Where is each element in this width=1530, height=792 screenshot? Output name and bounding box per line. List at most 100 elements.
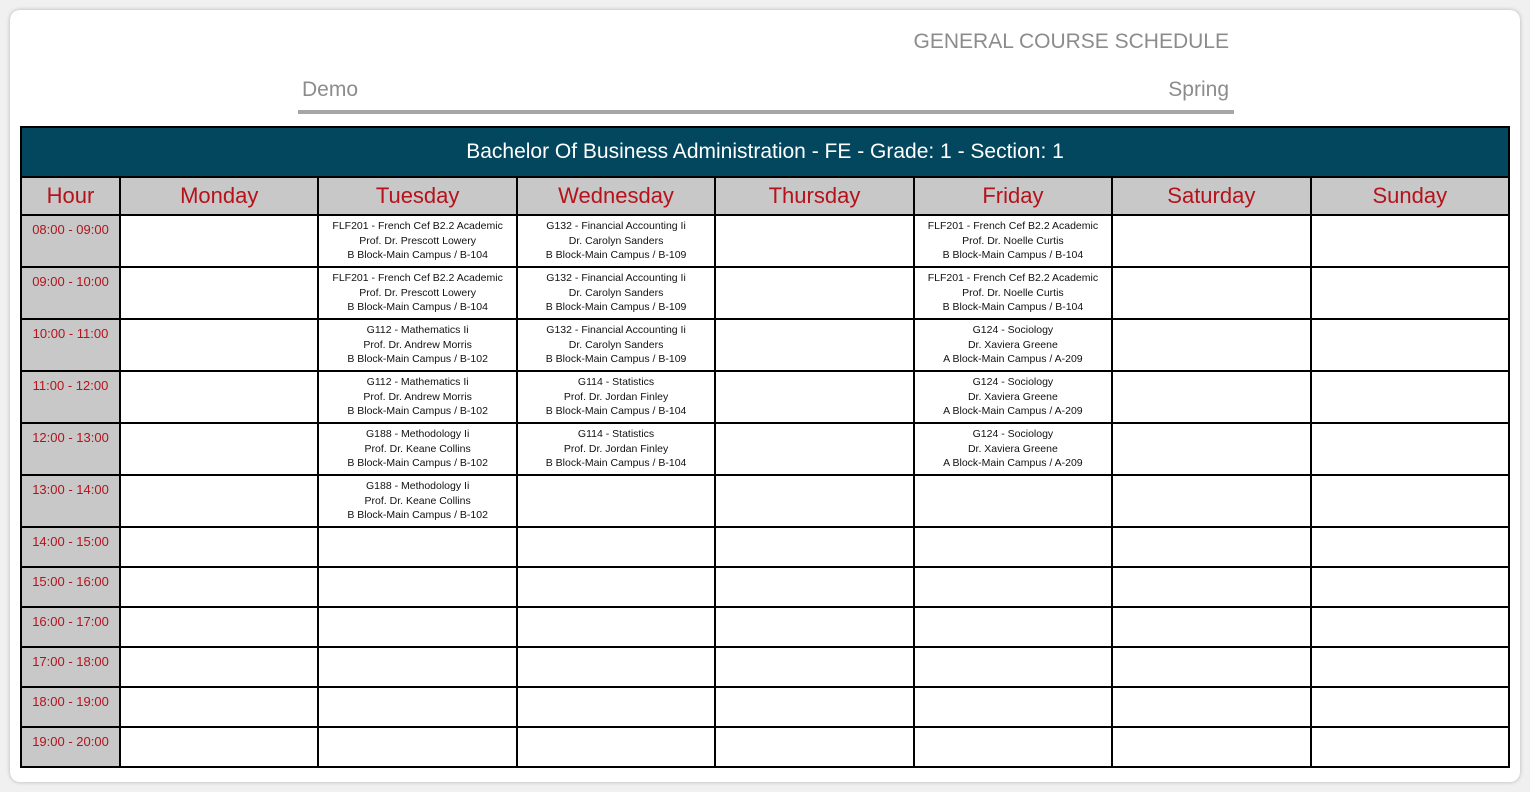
slot-cell <box>1309 646 1511 688</box>
slot-cell[interactable]: G124 - Sociology Dr. Xaviera Greene A Bloc… <box>912 318 1114 372</box>
slot-cell <box>1309 318 1511 372</box>
slot-room: B Block-Main Campus / B-109 <box>545 301 687 313</box>
hour-cell: 16:00 - 17:00 <box>20 606 121 648</box>
slot-room: B Block-Main Campus / B-102 <box>347 509 488 521</box>
slot-cell[interactable]: G114 - Statistics Prof. Dr. Jordan Finley… <box>515 370 717 424</box>
slot-cell[interactable]: G114 - Statistics Prof. Dr. Jordan Finley… <box>515 422 717 476</box>
column-header-friday: Friday <box>912 176 1114 216</box>
slot-cell <box>714 686 915 728</box>
table-row: 19:00 - 20:00 <box>20 726 1511 768</box>
slot-cell <box>714 726 915 768</box>
slot-cell[interactable]: FLF201 - French Cef B2.2 Academic Prof. D… <box>912 214 1114 268</box>
slot-room: A Block-Main Campus / A-209 <box>943 353 1083 365</box>
slot-room: B Block-Main Campus / B-109 <box>545 353 687 365</box>
slot-course: G132 - Financial Accounting Ii <box>546 220 686 232</box>
slot-cell[interactable]: G124 - Sociology Dr. Xaviera Greene A Bloc… <box>912 422 1114 476</box>
slot-cell <box>1111 370 1312 424</box>
slot-room: B Block-Main Campus / B-104 <box>942 249 1084 261</box>
slot-teacher: Dr. Carolyn Sanders <box>568 338 664 351</box>
slot-cell <box>515 646 717 688</box>
slot-room: B Block-Main Campus / B-109 <box>545 249 687 261</box>
slot-cell <box>317 686 518 728</box>
slot-cell[interactable]: G132 - Financial Accounting Ii Dr. Caroly… <box>515 266 717 320</box>
subheader: Demo Spring <box>298 76 1234 114</box>
slot-cell <box>1309 422 1511 476</box>
column-header-monday: Monday <box>118 176 320 216</box>
slot-cell <box>118 370 320 424</box>
slot-cell <box>118 726 320 768</box>
slot-room: B Block-Main Campus / B-104 <box>347 249 488 261</box>
slot-cell[interactable]: G188 - Methodology Ii Prof. Dr. Keane Col… <box>317 474 518 528</box>
slot-cell <box>515 686 717 728</box>
slot-cell <box>1111 318 1312 372</box>
slot-cell[interactable]: FLF201 - French Cef B2.2 Academic Prof. D… <box>317 214 518 268</box>
slot-cell <box>1309 266 1511 320</box>
slot-cell <box>118 422 320 476</box>
column-header-saturday: Saturday <box>1111 176 1312 216</box>
slot-teacher: Prof. Dr. Noelle Curtis <box>962 234 1064 247</box>
slot-cell <box>118 566 320 608</box>
slot-cell <box>317 526 518 568</box>
slot-cell[interactable]: G132 - Financial Accounting Ii Dr. Caroly… <box>515 318 717 372</box>
slot-cell <box>1309 566 1511 608</box>
slot-teacher: Prof. Dr. Andrew Morris <box>363 338 472 351</box>
column-header-wednesday: Wednesday <box>515 176 717 216</box>
program-label: Demo <box>302 78 359 101</box>
slot-course: FLF201 - French Cef B2.2 Academic <box>927 272 1099 284</box>
slot-cell <box>317 606 518 648</box>
slot-cell[interactable]: G124 - Sociology Dr. Xaviera Greene A Bloc… <box>912 370 1114 424</box>
slot-cell <box>317 646 518 688</box>
table-row: 14:00 - 15:00 <box>20 526 1511 568</box>
slot-teacher: Prof. Dr. Prescott Lowery <box>359 286 476 299</box>
slot-cell <box>912 726 1114 768</box>
slot-cell <box>912 606 1114 648</box>
slot-room: B Block-Main Campus / B-104 <box>942 301 1084 313</box>
table-row: 13:00 - 14:00 G188 - Methodology Ii Prof. … <box>20 474 1511 528</box>
slot-cell <box>1111 606 1312 648</box>
slot-cell <box>515 526 717 568</box>
hour-cell: 11:00 - 12:00 <box>20 370 121 424</box>
slot-cell <box>714 566 915 608</box>
slot-cell[interactable]: G112 - Mathematics Ii Prof. Dr. Andrew Mo… <box>317 370 518 424</box>
slot-teacher: Prof. Dr. Prescott Lowery <box>359 234 476 247</box>
slot-cell <box>912 686 1114 728</box>
slot-cell <box>1111 474 1312 528</box>
slot-course: G124 - Sociology <box>972 376 1054 388</box>
slot-cell <box>1111 726 1312 768</box>
slot-cell <box>714 606 915 648</box>
slot-cell[interactable]: FLF201 - French Cef B2.2 Academic Prof. D… <box>912 266 1114 320</box>
slot-room: B Block-Main Campus / B-102 <box>347 457 488 469</box>
slot-cell <box>912 646 1114 688</box>
slot-cell[interactable]: G188 - Methodology Ii Prof. Dr. Keane Col… <box>317 422 518 476</box>
program-banner: Bachelor Of Business Administration - FE… <box>20 126 1510 178</box>
table-row: 09:00 - 10:00 FLF201 - French Cef B2.2 Ac… <box>20 266 1511 320</box>
slot-cell <box>1111 566 1312 608</box>
slot-course: FLF201 - French Cef B2.2 Academic <box>332 220 503 232</box>
slot-course: G124 - Sociology <box>972 428 1054 440</box>
slot-cell <box>118 474 320 528</box>
slot-cell <box>912 566 1114 608</box>
slot-cell <box>118 526 320 568</box>
slot-course: FLF201 - French Cef B2.2 Academic <box>332 272 503 284</box>
hour-cell: 19:00 - 20:00 <box>20 726 121 768</box>
slot-cell <box>1111 266 1312 320</box>
slot-cell[interactable]: G132 - Financial Accounting Ii Dr. Caroly… <box>515 214 717 268</box>
slot-cell <box>714 370 915 424</box>
slot-cell <box>1309 606 1511 648</box>
table-row: 15:00 - 16:00 <box>20 566 1511 608</box>
slot-cell <box>714 214 915 268</box>
day-header-row: Hour Monday Tuesday Wednesday Thursday Friday… <box>20 176 1511 216</box>
slot-cell <box>118 686 320 728</box>
slot-teacher: Dr. Carolyn Sanders <box>568 234 664 247</box>
table-row: 17:00 - 18:00 <box>20 646 1511 688</box>
hour-cell: 08:00 - 09:00 <box>20 214 121 268</box>
slot-cell <box>714 474 915 528</box>
slot-course: G114 - Statistics <box>577 428 655 440</box>
slot-teacher: Dr. Xaviera Greene <box>967 338 1058 351</box>
slot-cell[interactable]: FLF201 - French Cef B2.2 Academic Prof. D… <box>317 266 518 320</box>
slot-cell[interactable]: G112 - Mathematics Ii Prof. Dr. Andrew Mo… <box>317 318 518 372</box>
hour-cell: 15:00 - 16:00 <box>20 566 121 608</box>
slot-cell <box>1111 646 1312 688</box>
table-row: 11:00 - 12:00 G112 - Mathematics Ii Prof. … <box>20 370 1511 424</box>
slot-cell <box>714 318 915 372</box>
